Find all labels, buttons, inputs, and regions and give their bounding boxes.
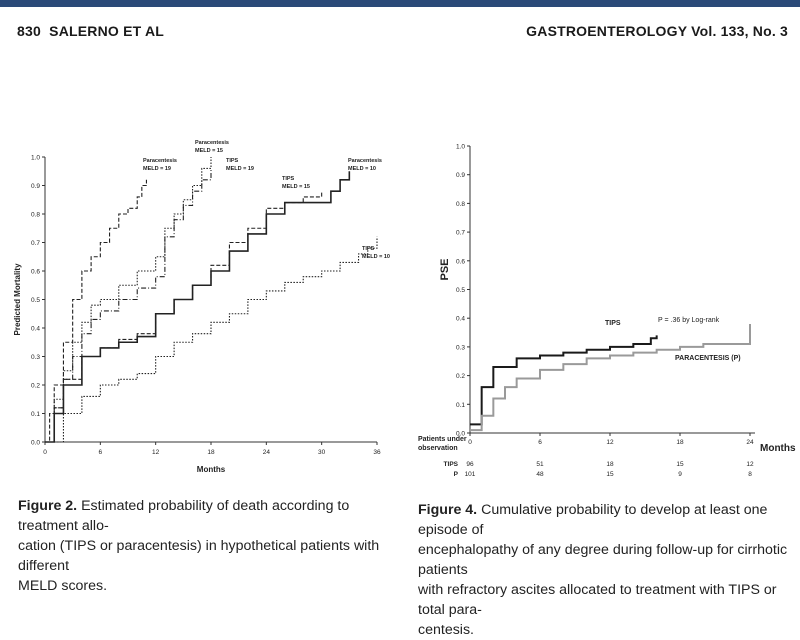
series-label: Paracentesis [143, 158, 177, 164]
x-tick-label: 0 [468, 439, 472, 446]
series-label: Paracentesis [195, 140, 229, 146]
y-tick-label: 0.6 [31, 269, 40, 276]
y-tick-label: 0.5 [456, 287, 465, 294]
curve-tips-meld-15 [45, 191, 323, 443]
y-tick-label: 0.3 [456, 344, 465, 351]
y-tick-label: 0.2 [31, 383, 40, 390]
journal-citation: GASTROENTEROLOGY Vol. 133, No. 3 [526, 23, 788, 39]
y-tick-label: 0.9 [456, 172, 465, 179]
x-tick-label: 36 [373, 449, 381, 456]
figure-4-chart: 0.0 0.1 0.2 0.3 0.4 0.5 0.6 0.7 0.8 0.9 1.0 0 6 12 18 2… [418, 144, 796, 479]
x-tick-label: 24 [746, 439, 754, 446]
x-tick-label: 18 [207, 449, 215, 456]
x-tick-label: 6 [538, 439, 542, 446]
risk-table-cell: 12 [746, 461, 754, 468]
figure-4-caption-line-3: with refractory ascites allocated to tre… [418, 582, 777, 618]
x-axis-label: Months [760, 443, 796, 454]
figure-4-caption-line-4: centesis. [418, 622, 474, 638]
y-tick-label: 0.4 [456, 316, 465, 323]
x-axis-label: Months [197, 465, 226, 474]
series-label-paracentesis: PARACENTESIS (P) [675, 355, 741, 362]
series-label: TIPS [226, 158, 239, 164]
y-tick-label: 1.0 [31, 155, 40, 162]
curve-tips [470, 335, 658, 426]
y-tick-label: 0.1 [31, 411, 40, 418]
series-label: MELD = 10 [348, 166, 376, 172]
series-label: MELD = 19 [143, 166, 171, 172]
y-axis-label: Predicted Mortality [13, 263, 22, 336]
curve-paracentesis-meld-10 [45, 171, 351, 443]
x-tick-label: 30 [318, 449, 326, 456]
risk-table-cell: 48 [536, 471, 544, 478]
risk-table-cell: 8 [748, 471, 752, 478]
x-tick-label: 12 [606, 439, 614, 446]
x-tick-label: 18 [676, 439, 684, 446]
risk-table-cell: 51 [536, 461, 544, 468]
y-tick-label: 0.9 [31, 183, 40, 190]
y-tick-label: 0.5 [31, 297, 40, 304]
x-tick-label: 12 [152, 449, 160, 456]
y-tick-label: 0.4 [31, 326, 40, 333]
figure-4-caption-line-2: encephalopathy of any degree during foll… [418, 542, 788, 578]
curve-tips-meld-10 [45, 236, 378, 443]
y-tick-label: 0.0 [31, 440, 40, 447]
series-label: MELD = 19 [226, 166, 254, 172]
risk-table-cell: 18 [606, 461, 614, 468]
risk-table-cell: 101 [465, 471, 476, 478]
figure-2-caption-line-2: cation (TIPS or paracentesis) in hypothe… [18, 538, 380, 574]
y-tick-label: 0.7 [31, 240, 40, 247]
risk-table-cell: 96 [466, 461, 474, 468]
y-tick-label: 0.6 [456, 258, 465, 265]
figure-2-caption: Figure 2. Estimated probability of death… [18, 496, 396, 596]
risk-table-row-label: TIPS [444, 461, 459, 468]
curve-paracentesis-p- [470, 323, 751, 432]
y-tick-label: 1.0 [456, 144, 465, 151]
figure-4-label: Figure 4. [418, 502, 478, 518]
risk-table-cell: 15 [606, 471, 614, 478]
y-tick-label: 0.7 [456, 230, 465, 237]
series-label: TIPS [282, 176, 295, 182]
figure-2-caption-line-1: Estimated probability of death according… [18, 498, 350, 534]
page-number: 830 [17, 23, 41, 39]
y-axis-label: PSE [439, 258, 451, 280]
series-label-tips: TIPS [605, 320, 621, 327]
risk-table-header: Patients under [418, 436, 467, 443]
top-rule [0, 0, 800, 7]
risk-table-cell: 15 [676, 461, 684, 468]
series-label: MELD = 15 [282, 184, 310, 190]
series-label: MELD = 15 [195, 148, 223, 154]
figure-2-caption-line-3: MELD scores. [18, 578, 108, 594]
authors: SALERNO ET AL [49, 23, 165, 39]
x-tick-label: 24 [263, 449, 271, 456]
series-label: Paracentesis [348, 158, 382, 164]
series-label: MELD = 10 [362, 254, 390, 260]
y-tick-label: 0.8 [456, 201, 465, 208]
y-tick-label: 0.8 [31, 212, 40, 219]
x-tick-label: 0 [43, 449, 47, 456]
risk-table-row-label: P [454, 471, 459, 478]
figure-4-caption: Figure 4. Cumulative probability to deve… [418, 500, 798, 640]
x-tick-label: 6 [99, 449, 103, 456]
figure-4-caption-line-1: Cumulative probability to develop at lea… [418, 502, 768, 538]
y-tick-label: 0.2 [456, 373, 465, 380]
figure-2-label: Figure 2. [18, 498, 78, 514]
series-label: TIPS [362, 246, 375, 252]
curve-paracentesis-meld-19 [45, 179, 147, 443]
y-tick-label: 0.1 [456, 402, 465, 409]
running-header-left: 830 SALERNO ET AL [17, 23, 164, 39]
risk-table-header: observation [418, 445, 458, 452]
y-tick-label: 0.3 [31, 354, 40, 361]
risk-table-cell: 9 [678, 471, 682, 478]
p-value-annotation: P = .36 by Log-rank [658, 317, 720, 324]
y-tick-label: 0.0 [456, 431, 465, 438]
figure-2-chart: 0.0 0.1 0.2 0.3 0.4 0.5 0.6 0.7 0.8 0.9 1.0 0 6 12 18 2… [13, 140, 390, 474]
